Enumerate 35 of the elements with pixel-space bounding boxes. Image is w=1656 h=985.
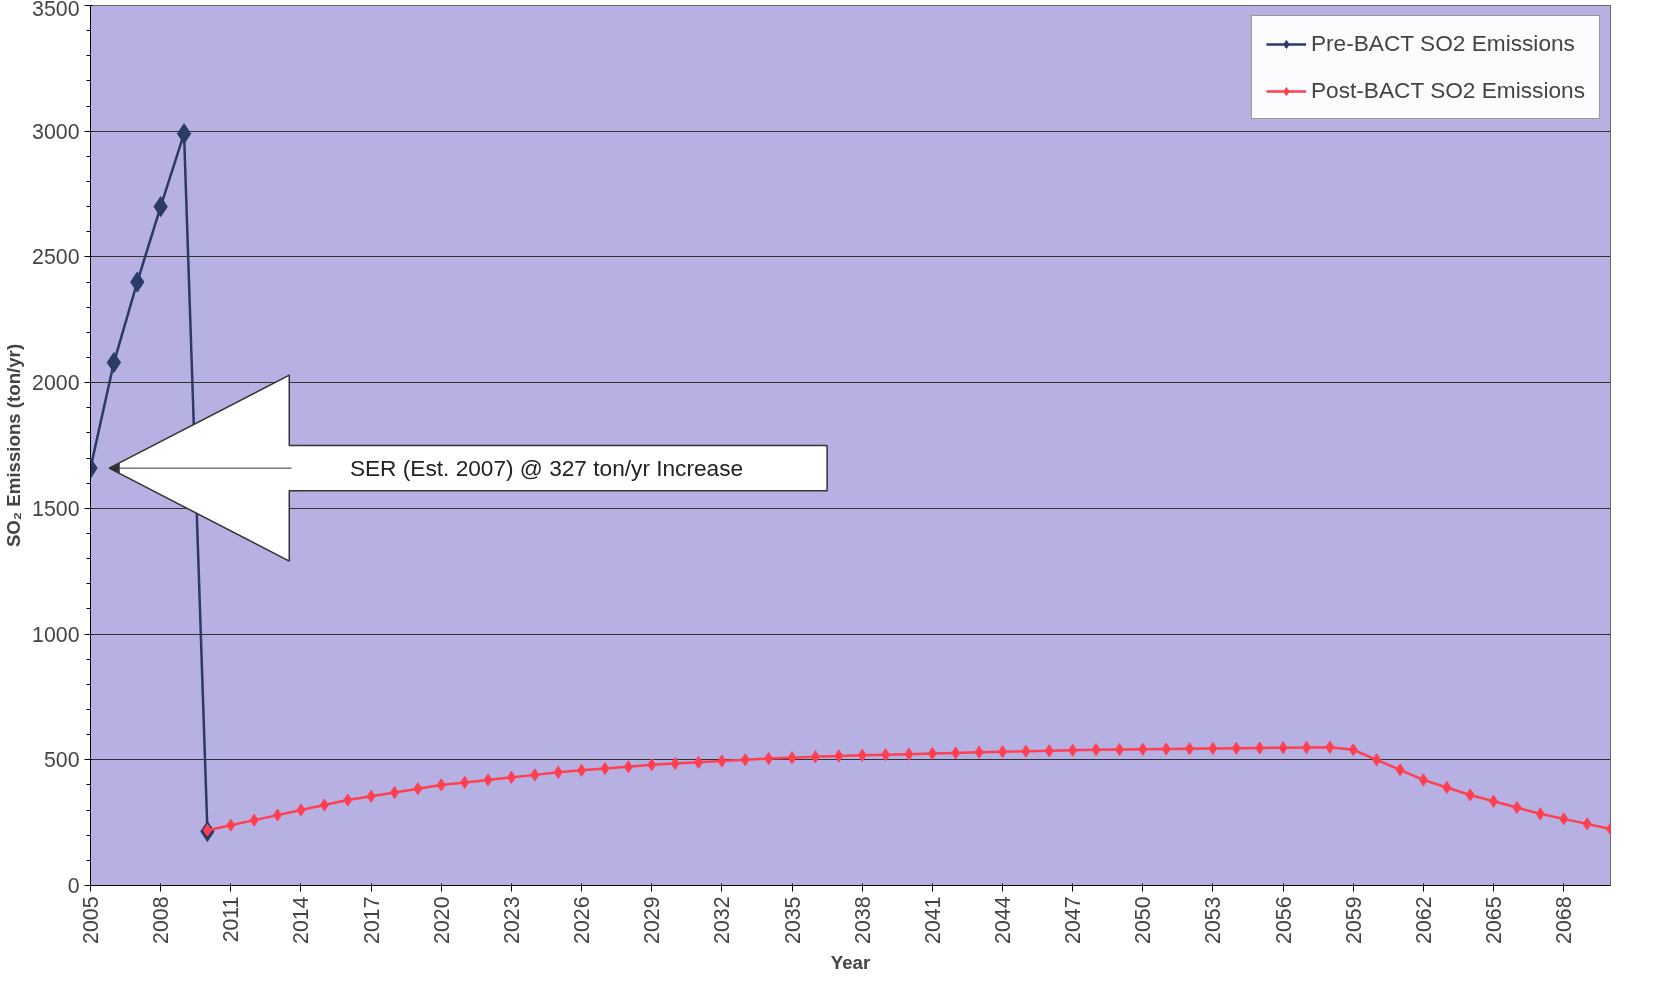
x-tick-label: 2011 (219, 896, 244, 943)
x-tick-label: 2050 (1131, 896, 1156, 944)
x-tick-label: 2044 (991, 896, 1015, 944)
y-tick-label: 2500 (32, 245, 80, 270)
y-tick-label: 500 (43, 748, 80, 773)
x-axis-title: Year (830, 951, 871, 973)
x-tick-label: 2041 (920, 896, 945, 944)
x-tick-label: 2032 (710, 896, 735, 944)
x-tick-label: 2038 (850, 896, 875, 944)
x-tick-label: 2023 (499, 896, 524, 944)
x-tick-label: 2008 (149, 896, 174, 944)
x-tick-label: 2062 (1411, 896, 1436, 944)
x-tick-label: 2005 (79, 896, 103, 944)
x-tick-label: 2053 (1201, 896, 1226, 944)
legend-label: Pre-BACT SO2 Emissions (1310, 30, 1575, 57)
y-tick-label: 3500 (32, 0, 80, 21)
x-tick-label: 2065 (1482, 896, 1507, 944)
x-tick-label: 2047 (1061, 896, 1086, 944)
x-tick-label: 2029 (640, 896, 665, 944)
y-tick-label: 1000 (32, 622, 80, 647)
x-tick-label: 2035 (780, 896, 805, 944)
x-tick-label: 2059 (1341, 896, 1366, 944)
x-tick-label: 2068 (1552, 896, 1577, 944)
y-tick-label: 1500 (32, 496, 80, 521)
y-tick-label: 0 (67, 874, 80, 898)
x-tick-label: 2017 (359, 896, 384, 944)
x-tick-label: 2020 (429, 896, 454, 944)
x-tick-label: 2056 (1271, 896, 1296, 944)
x-tick-label: 2014 (289, 896, 314, 944)
y-axis-title: SO₂ Emissions (ton/yr) (3, 343, 25, 548)
annotation: SER (Est. 2007) @ 327 ton/yr Increase (349, 455, 744, 482)
y-tick-label: 2000 (32, 371, 80, 396)
x-tick-label: 2026 (570, 896, 595, 944)
legend-label: Post-BACT SO2 Emissions (1310, 77, 1585, 104)
y-tick-label: 3000 (32, 119, 80, 144)
